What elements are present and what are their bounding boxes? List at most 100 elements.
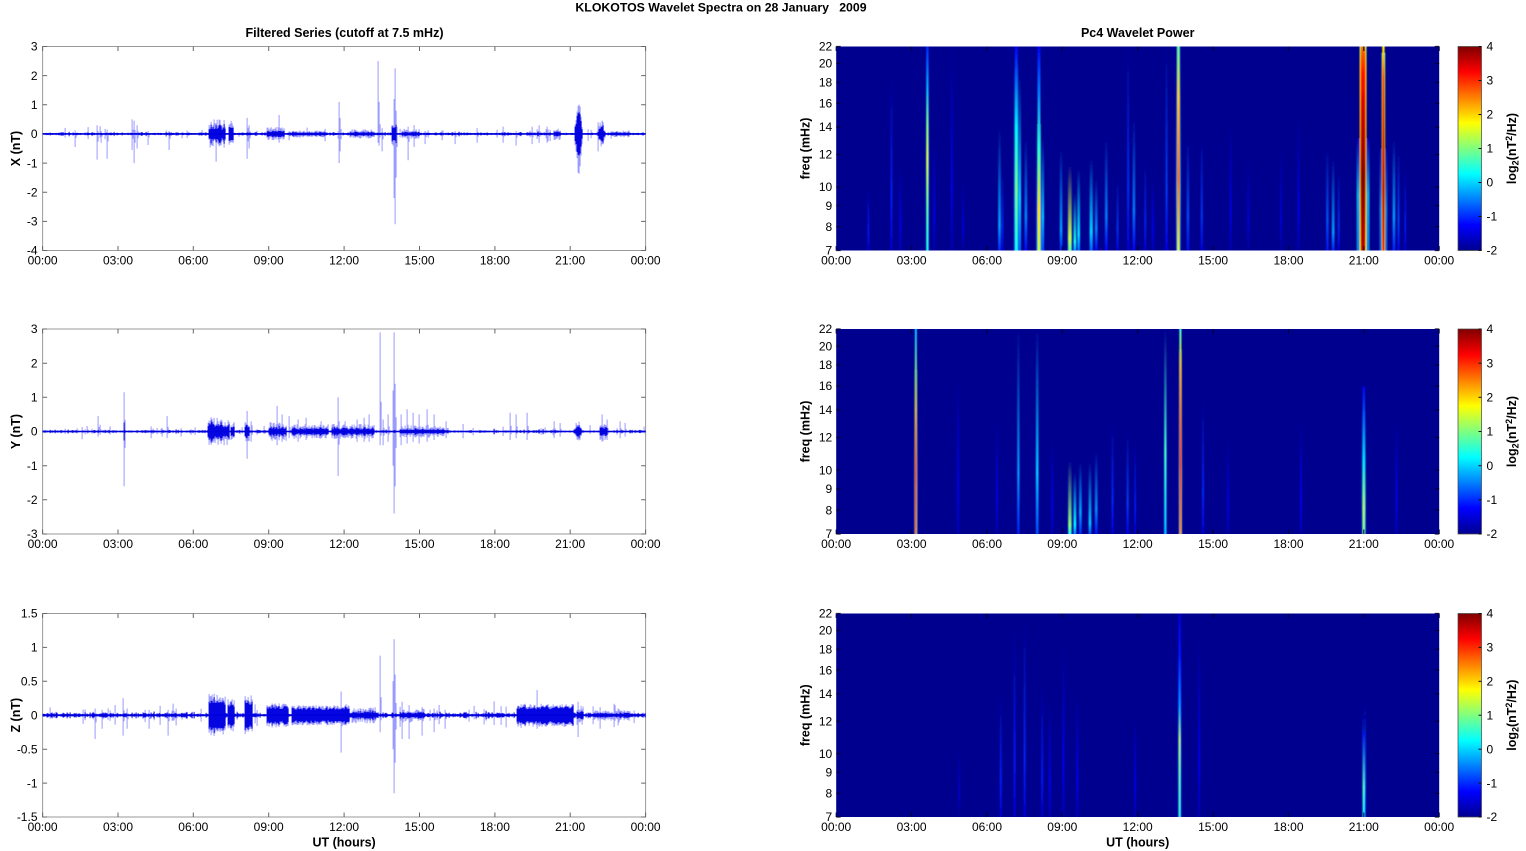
svg-text:4: 4 bbox=[1487, 607, 1494, 621]
svg-text:22: 22 bbox=[819, 40, 833, 54]
svg-text:18:00: 18:00 bbox=[1273, 254, 1303, 268]
svg-text:21:00: 21:00 bbox=[1349, 254, 1379, 268]
svg-text:03:00: 03:00 bbox=[897, 820, 927, 834]
svg-text:0.5: 0.5 bbox=[21, 675, 38, 689]
svg-text:12:00: 12:00 bbox=[1123, 820, 1153, 834]
svg-text:-0.5: -0.5 bbox=[17, 742, 38, 756]
svg-text:8: 8 bbox=[826, 503, 833, 517]
svg-text:UT (hours): UT (hours) bbox=[313, 836, 376, 850]
svg-text:22: 22 bbox=[819, 607, 833, 621]
svg-text:18:00: 18:00 bbox=[480, 537, 510, 551]
svg-text:06:00: 06:00 bbox=[972, 820, 1002, 834]
svg-text:00:00: 00:00 bbox=[1424, 254, 1454, 268]
svg-text:15:00: 15:00 bbox=[1198, 537, 1228, 551]
svg-text:-1: -1 bbox=[1487, 210, 1498, 224]
svg-text:0: 0 bbox=[31, 709, 38, 723]
svg-text:3: 3 bbox=[31, 322, 38, 336]
svg-text:-2: -2 bbox=[1487, 244, 1498, 258]
svg-text:3: 3 bbox=[1487, 356, 1494, 370]
svg-text:00:00: 00:00 bbox=[821, 820, 851, 834]
svg-text:00:00: 00:00 bbox=[28, 537, 58, 551]
svg-text:-1: -1 bbox=[1487, 493, 1498, 507]
svg-text:-1: -1 bbox=[27, 776, 38, 790]
svg-text:20: 20 bbox=[819, 57, 833, 71]
svg-text:06:00: 06:00 bbox=[178, 254, 208, 268]
svg-text:06:00: 06:00 bbox=[178, 537, 208, 551]
svg-text:-1.5: -1.5 bbox=[17, 810, 38, 824]
svg-text:18: 18 bbox=[819, 642, 833, 656]
svg-text:00:00: 00:00 bbox=[631, 820, 661, 834]
svg-text:0: 0 bbox=[1487, 459, 1494, 473]
svg-text:00:00: 00:00 bbox=[1424, 537, 1454, 551]
svg-text:09:00: 09:00 bbox=[254, 537, 284, 551]
svg-text:9: 9 bbox=[826, 199, 833, 213]
svg-text:16: 16 bbox=[819, 663, 833, 677]
svg-text:00:00: 00:00 bbox=[1424, 820, 1454, 834]
svg-text:2: 2 bbox=[1487, 675, 1494, 689]
svg-text:00:00: 00:00 bbox=[821, 537, 851, 551]
svg-text:20: 20 bbox=[819, 624, 833, 638]
svg-text:21:00: 21:00 bbox=[555, 820, 585, 834]
svg-text:09:00: 09:00 bbox=[1047, 537, 1077, 551]
svg-text:12: 12 bbox=[819, 431, 833, 445]
svg-text:4: 4 bbox=[1487, 322, 1494, 336]
svg-text:20: 20 bbox=[819, 339, 833, 353]
svg-text:00:00: 00:00 bbox=[821, 254, 851, 268]
svg-text:log2(nT2/Hz): log2(nT2/Hz) bbox=[1504, 680, 1521, 751]
svg-text:1: 1 bbox=[1487, 425, 1494, 439]
svg-text:15:00: 15:00 bbox=[1198, 820, 1228, 834]
svg-text:18: 18 bbox=[819, 76, 833, 90]
svg-text:18:00: 18:00 bbox=[480, 820, 510, 834]
svg-text:KLOKOTOS Wavelet Spectra on 28: KLOKOTOS Wavelet Spectra on 28 January 2… bbox=[575, 1, 866, 15]
svg-text:Y (nT): Y (nT) bbox=[9, 414, 23, 449]
svg-text:21:00: 21:00 bbox=[555, 254, 585, 268]
svg-text:03:00: 03:00 bbox=[103, 820, 133, 834]
svg-text:03:00: 03:00 bbox=[897, 537, 927, 551]
svg-text:7: 7 bbox=[826, 527, 833, 541]
svg-text:12:00: 12:00 bbox=[1123, 254, 1153, 268]
svg-text:0: 0 bbox=[1487, 176, 1494, 190]
svg-text:12:00: 12:00 bbox=[329, 254, 359, 268]
svg-text:1: 1 bbox=[1487, 142, 1494, 156]
svg-text:1.5: 1.5 bbox=[21, 607, 38, 621]
svg-text:8: 8 bbox=[826, 220, 833, 234]
svg-text:06:00: 06:00 bbox=[972, 254, 1002, 268]
svg-text:15:00: 15:00 bbox=[404, 254, 434, 268]
svg-text:-2: -2 bbox=[1487, 810, 1498, 824]
svg-text:09:00: 09:00 bbox=[1047, 820, 1077, 834]
svg-text:1: 1 bbox=[31, 641, 38, 655]
svg-text:-4: -4 bbox=[27, 244, 38, 258]
svg-text:10: 10 bbox=[819, 463, 833, 477]
svg-text:1: 1 bbox=[1487, 709, 1494, 723]
svg-text:15:00: 15:00 bbox=[404, 537, 434, 551]
svg-text:22: 22 bbox=[819, 322, 833, 336]
svg-text:log2(nT2/Hz): log2(nT2/Hz) bbox=[1504, 396, 1521, 467]
svg-text:14: 14 bbox=[819, 687, 833, 701]
svg-text:3: 3 bbox=[1487, 74, 1494, 88]
svg-text:Filtered Series (cutoff at 7.5: Filtered Series (cutoff at 7.5 mHz) bbox=[246, 26, 444, 40]
svg-text:12:00: 12:00 bbox=[329, 537, 359, 551]
svg-text:09:00: 09:00 bbox=[1047, 254, 1077, 268]
svg-text:Z (nT): Z (nT) bbox=[9, 698, 23, 733]
svg-text:-1: -1 bbox=[27, 156, 38, 170]
svg-text:9: 9 bbox=[826, 766, 833, 780]
svg-text:X (nT): X (nT) bbox=[9, 131, 23, 166]
svg-text:18:00: 18:00 bbox=[1273, 537, 1303, 551]
svg-text:3: 3 bbox=[1487, 641, 1494, 655]
svg-text:-1: -1 bbox=[1487, 776, 1498, 790]
svg-text:-2: -2 bbox=[1487, 527, 1498, 541]
svg-text:10: 10 bbox=[819, 180, 833, 194]
svg-text:06:00: 06:00 bbox=[972, 537, 1002, 551]
svg-text:09:00: 09:00 bbox=[254, 254, 284, 268]
svg-text:9: 9 bbox=[826, 482, 833, 496]
svg-text:21:00: 21:00 bbox=[1349, 820, 1379, 834]
svg-text:freq (mHz): freq (mHz) bbox=[799, 118, 813, 180]
svg-text:-3: -3 bbox=[27, 527, 38, 541]
svg-text:00:00: 00:00 bbox=[28, 254, 58, 268]
svg-text:freq (mHz): freq (mHz) bbox=[799, 401, 813, 463]
svg-text:1: 1 bbox=[31, 98, 38, 112]
svg-text:4: 4 bbox=[1487, 40, 1494, 54]
svg-text:15:00: 15:00 bbox=[404, 820, 434, 834]
svg-text:-2: -2 bbox=[27, 185, 38, 199]
svg-text:06:00: 06:00 bbox=[178, 820, 208, 834]
